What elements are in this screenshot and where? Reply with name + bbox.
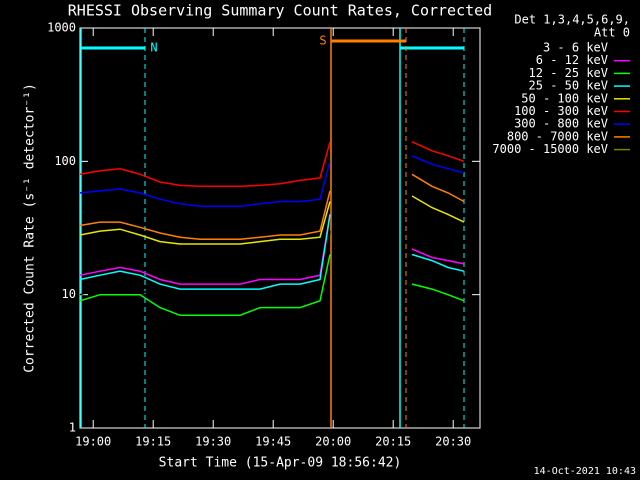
y-tick-label: 100: [54, 154, 76, 168]
y-axis-label: Corrected Count Rate (s⁻¹ detector⁻¹): [23, 83, 38, 373]
footer-date: 14-Oct-2021 10:43: [534, 466, 636, 477]
series-line: [79, 214, 465, 285]
legend-label: 3 - 6 keV: [543, 41, 608, 55]
x-tick-label: 20:00: [315, 435, 351, 449]
y-tick-label: 10: [62, 287, 76, 301]
x-tick-label: 20:30: [435, 435, 471, 449]
x-tick-label: 20:15: [375, 435, 411, 449]
x-axis-label: Start Time (15-Apr-09 18:56:42): [159, 456, 402, 471]
series-line: [79, 141, 465, 188]
x-tick-label: 19:00: [75, 435, 111, 449]
x-tick-label: 19:30: [195, 435, 231, 449]
legend-title: Att 0: [594, 26, 630, 40]
series-line: [79, 214, 465, 290]
legend-label: 300 - 800 keV: [514, 117, 608, 131]
flag-label: N: [150, 41, 157, 55]
legend-label: 800 - 7000 keV: [507, 129, 608, 143]
series-line: [79, 173, 465, 241]
series-line: [79, 230, 465, 302]
y-tick-label: 1000: [47, 21, 76, 35]
series-line: [79, 195, 465, 245]
legend-label: 50 - 100 keV: [521, 91, 608, 105]
series-line: [79, 155, 465, 208]
y-tick-label: 1: [69, 421, 76, 435]
legend-label: 12 - 25 keV: [529, 66, 608, 80]
legend-label: 25 - 50 keV: [529, 79, 608, 93]
legend-label: 100 - 300 keV: [514, 104, 608, 118]
series-line: [79, 254, 465, 317]
plot-frame: [79, 27, 481, 429]
x-tick-label: 19:15: [135, 435, 171, 449]
legend-title: Det 1,3,4,5,6,9,: [514, 13, 630, 27]
legend-label: 7000 - 15000 keV: [492, 142, 608, 156]
chart-title: RHESSI Observing Summary Count Rates, Co…: [68, 2, 492, 20]
legend-label: 6 - 12 keV: [536, 53, 608, 67]
flag-label: S: [319, 34, 326, 48]
x-tick-label: 19:45: [255, 435, 291, 449]
